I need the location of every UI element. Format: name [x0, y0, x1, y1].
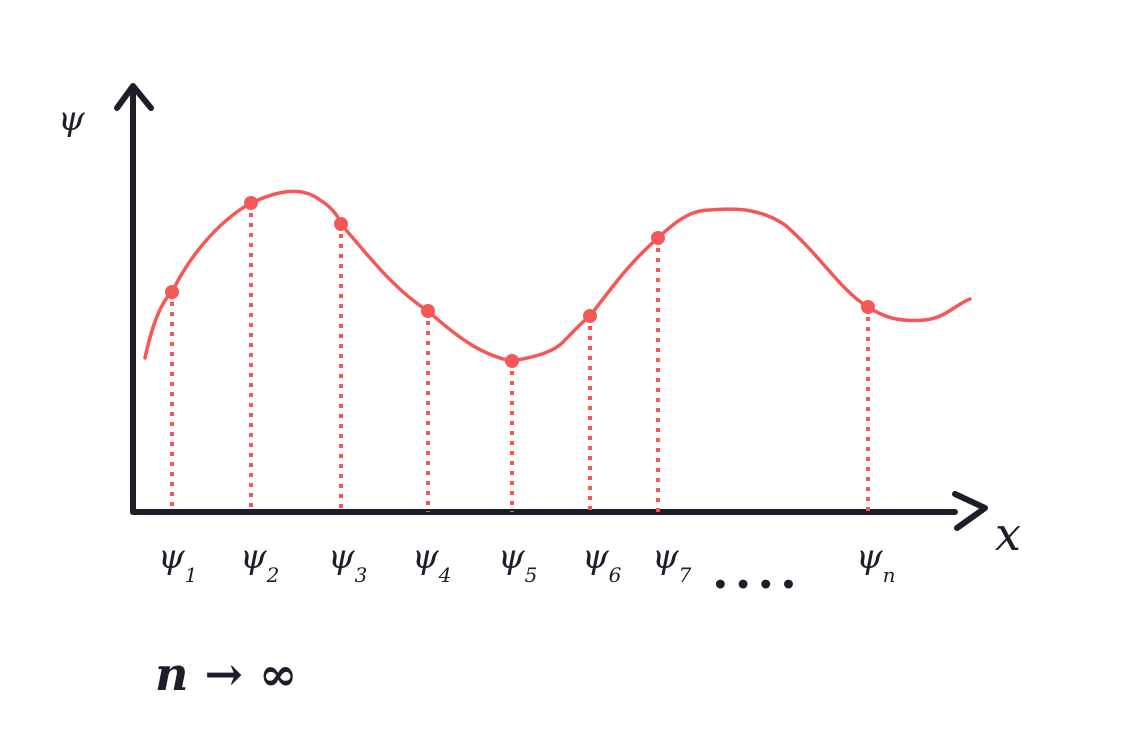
point — [334, 217, 348, 231]
point-label: ψ4 — [412, 537, 451, 587]
point — [421, 304, 435, 318]
y-axis-label: ψ — [58, 99, 85, 139]
label-symbol: ψ — [652, 537, 679, 577]
label-sub: n — [883, 563, 896, 587]
label-symbol: ψ — [240, 537, 267, 577]
point-label: ψ1 — [158, 537, 197, 587]
label-sub: 2 — [266, 563, 280, 587]
point — [583, 309, 597, 323]
label-sub: 3 — [355, 563, 368, 587]
label-sub: 6 — [609, 563, 622, 587]
point-label: ψ5 — [498, 537, 537, 587]
curve — [143, 189, 972, 363]
point — [244, 196, 258, 210]
label-symbol: ψ — [328, 537, 355, 577]
limit-note: n → ∞ — [155, 647, 297, 701]
point-label: ψn — [856, 537, 896, 587]
label-sub: 5 — [525, 563, 538, 587]
ellipsis: .... — [712, 544, 803, 600]
point — [505, 354, 519, 368]
point-label: ψ2 — [240, 537, 279, 587]
point — [165, 285, 179, 299]
label-sub: 4 — [438, 563, 452, 587]
point-label: ψ6 — [582, 537, 622, 587]
point-label: ψ3 — [328, 537, 367, 587]
label-symbol: ψ — [582, 537, 609, 577]
point — [651, 231, 665, 245]
label-symbol: ψ — [856, 537, 883, 577]
x-axis-label: x — [995, 507, 1021, 561]
label-symbol: ψ — [158, 537, 185, 577]
x-arrow — [952, 491, 988, 531]
y-arrow — [114, 83, 154, 111]
point — [861, 300, 875, 314]
label-sub: 7 — [679, 563, 692, 587]
label-symbol: ψ — [412, 537, 439, 577]
label-sub: 1 — [185, 563, 198, 587]
label-symbol: ψ — [498, 537, 525, 577]
point-label: ψ7 — [652, 537, 692, 587]
axes — [114, 83, 988, 531]
